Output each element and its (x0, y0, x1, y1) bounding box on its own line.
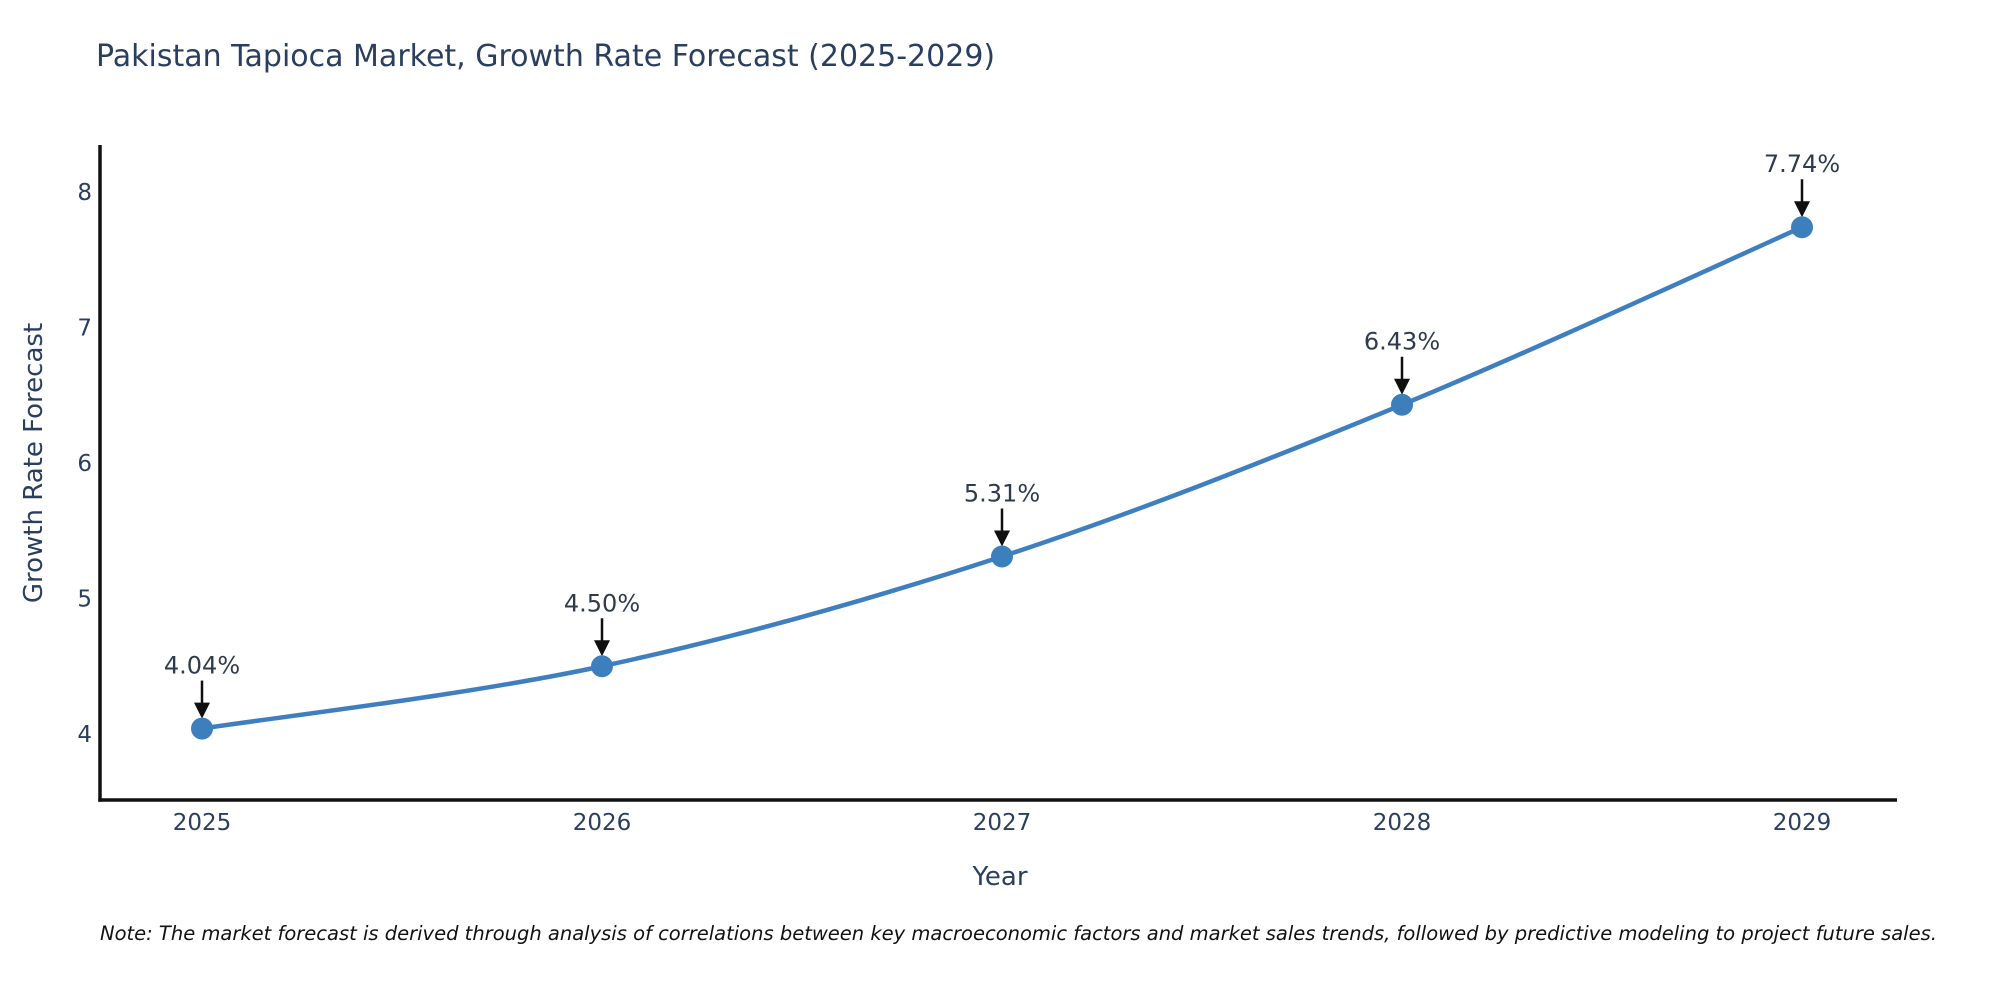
y-tick-label: 8 (77, 180, 92, 206)
annotation-arrowhead-icon (994, 530, 1010, 547)
annotation-arrowhead-icon (194, 702, 210, 719)
data-point-2028: 6.43% (1364, 328, 1440, 416)
series-marker (591, 655, 613, 678)
x-tick-label: 2025 (173, 810, 232, 836)
series-marker (191, 717, 213, 740)
annotation-arrowhead-icon (594, 640, 610, 657)
y-tick-label: 4 (77, 722, 92, 748)
data-point-2029: 7.74% (1764, 150, 1840, 239)
data-point-2026: 4.50% (564, 589, 640, 678)
y-axis-ticks: 8 7 6 5 4 (77, 180, 92, 748)
series-marker (1391, 393, 1413, 416)
y-axis-title: Growth Rate Forecast (19, 322, 49, 604)
x-tick-label: 2027 (973, 810, 1032, 836)
annotation-label: 6.43% (1364, 328, 1440, 356)
annotation-arrowhead-icon (1794, 201, 1810, 218)
x-axis-ticks: 2025 2026 2027 2028 2029 (173, 810, 1832, 836)
x-tick-label: 2029 (1773, 810, 1832, 836)
data-point-2025: 4.04% (164, 652, 240, 740)
y-tick-label: 6 (77, 451, 92, 477)
x-tick-label: 2028 (1373, 810, 1432, 836)
data-point-2027: 5.31% (964, 479, 1040, 568)
x-axis-title: Year (972, 862, 1028, 892)
footnote: Note: The market forecast is derived thr… (100, 922, 1937, 945)
annotation-label: 4.04% (164, 652, 240, 680)
series-marker (1791, 216, 1813, 239)
y-tick-label: 5 (77, 587, 92, 613)
annotation-label: 4.50% (564, 589, 640, 617)
annotation-arrowhead-icon (1394, 378, 1410, 395)
series-marker (991, 545, 1013, 568)
annotation-label: 5.31% (964, 479, 1040, 507)
y-tick-label: 7 (77, 316, 92, 342)
annotation-label: 7.74% (1764, 150, 1840, 178)
series-line (199, 224, 1805, 731)
chart-title: Pakistan Tapioca Market, Growth Rate For… (96, 39, 996, 74)
x-tick-label: 2026 (573, 810, 632, 836)
